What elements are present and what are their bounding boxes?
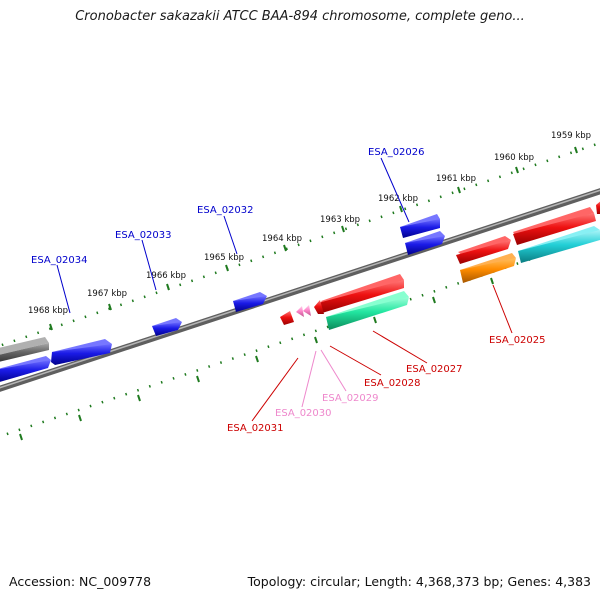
label-esa-02032[interactable]: ESA_02032 [197, 205, 254, 216]
scale-label-1967: 1967 kbp [87, 289, 127, 299]
label-esa-02025[interactable]: ESA_02025 [489, 335, 546, 346]
scale-label-1965: 1965 kbp [204, 253, 244, 263]
scale-track-upper [0, 141, 600, 347]
scale-label-1960: 1960 kbp [494, 153, 534, 163]
gene-blue-left[interactable] [51, 339, 112, 365]
gene-red-upper-edge[interactable] [596, 200, 600, 214]
label-esa-02033[interactable]: ESA_02033 [115, 230, 172, 241]
label-leaders [56, 157, 513, 422]
scale-major-ticks-lower [19, 277, 494, 441]
gene-blue-lower-left[interactable] [0, 356, 51, 383]
scale-label-1964: 1964 kbp [262, 234, 302, 244]
scale-labels: 1959 kbp 1960 kbp 1961 kbp 1962 kbp 1963… [28, 131, 591, 316]
scale-label-1961: 1961 kbp [436, 174, 476, 184]
genes-upper-strand [0, 200, 600, 365]
chromosome-backbone [0, 188, 600, 392]
map-title: Cronobacter sakazakii ATCC BAA-894 chrom… [75, 9, 525, 24]
scale-label-1963: 1963 kbp [320, 215, 360, 225]
gene-esa-02026-b[interactable] [405, 231, 445, 255]
label-esa-02034[interactable]: ESA_02034 [31, 255, 88, 266]
gene-red-upper-right-a[interactable] [456, 236, 511, 264]
gene-labels-bottom: ESA_02025 ESA_02027 ESA_02028 ESA_02029 … [227, 335, 546, 434]
scale-major-ticks-upper [49, 146, 578, 331]
scale-track-lower [0, 234, 600, 441]
scale-label-1968: 1968 kbp [28, 306, 68, 316]
scale-label-1966: 1966 kbp [146, 271, 186, 281]
gene-red-esa-02028[interactable] [318, 274, 404, 313]
accession-text: Accession: NC_009778 [9, 574, 152, 589]
label-esa-02027[interactable]: ESA_02027 [406, 364, 463, 375]
gene-labels-top: ESA_02026 ESA_02032 ESA_02033 ESA_02034 [31, 147, 425, 266]
gene-esa-02031[interactable] [280, 311, 294, 325]
gene-esa-02032[interactable] [233, 292, 267, 312]
gene-esa-02027[interactable] [326, 291, 409, 330]
label-esa-02031[interactable]: ESA_02031 [227, 423, 284, 434]
gene-red-upper-right-b[interactable] [513, 207, 596, 245]
label-esa-02026[interactable]: ESA_02026 [368, 147, 425, 158]
scale-label-1962: 1962 kbp [378, 194, 418, 204]
scale-label-1959: 1959 kbp [551, 131, 591, 141]
label-esa-02029[interactable]: ESA_02029 [322, 393, 379, 404]
genome-summary-text: Topology: circular; Length: 4,368,373 bp… [247, 574, 591, 589]
gene-esa-02025[interactable] [460, 253, 516, 283]
gene-esa-02029[interactable] [303, 305, 311, 316]
gene-gray-left[interactable] [0, 337, 49, 363]
gene-esa-02033[interactable] [152, 318, 182, 336]
label-esa-02028[interactable]: ESA_02028 [364, 378, 421, 389]
label-esa-02030[interactable]: ESA_02030 [275, 408, 332, 419]
gene-esa-02030[interactable] [296, 306, 304, 317]
gene-cyan-right[interactable] [518, 226, 600, 263]
gene-red-small-a[interactable] [314, 300, 324, 314]
gene-esa-02026-a[interactable] [400, 214, 440, 238]
genes-lower-strand [0, 226, 600, 383]
